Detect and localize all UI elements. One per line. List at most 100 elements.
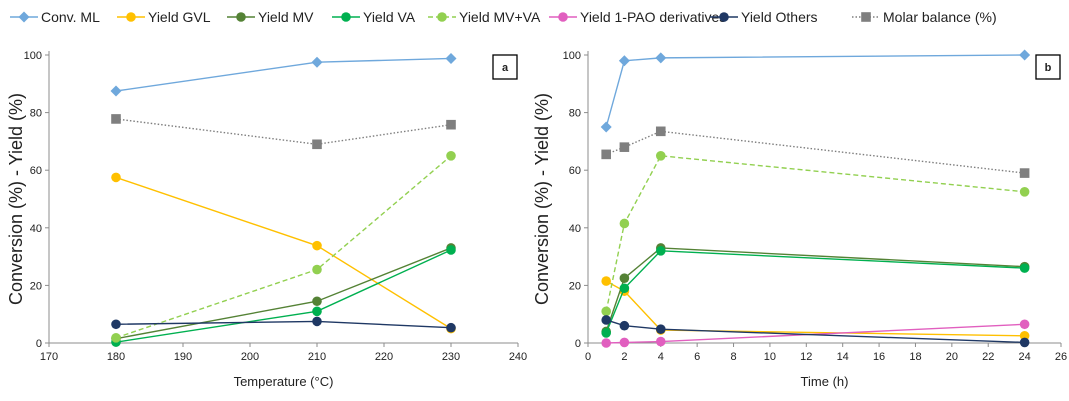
y-tick-label: 0 bbox=[36, 338, 42, 350]
legend-item-conv-ml-marker bbox=[18, 11, 30, 23]
x-tick-label: 240 bbox=[509, 351, 527, 363]
series-yield-others bbox=[601, 315, 1030, 348]
legend-item-yield-va-label: Yield VA bbox=[363, 9, 416, 25]
x-tick-label: 24 bbox=[1018, 351, 1030, 363]
x-tick-label: 14 bbox=[837, 351, 849, 363]
series-molar-balance-point bbox=[619, 142, 630, 152]
series-yield-mv-va-point bbox=[312, 264, 322, 275]
legend-item-yield-others-label: Yield Others bbox=[741, 9, 818, 25]
series-yield-va-point bbox=[601, 328, 611, 338]
series-yield-va-line bbox=[115, 249, 452, 343]
legend-item-yield-mv-va: Yield MV+VA bbox=[428, 9, 541, 25]
legend-item-molar-balance: Molar balance (%) bbox=[852, 9, 997, 25]
series-conv-ml bbox=[600, 49, 1031, 133]
series-yield-mv-va-point bbox=[619, 218, 630, 229]
series-yield-gvl bbox=[601, 276, 1030, 341]
x-tick-label: 190 bbox=[174, 351, 192, 363]
series-yield-mv-point bbox=[619, 273, 630, 284]
series-yield-mv-va-point bbox=[601, 306, 611, 317]
y-tick-label: 100 bbox=[563, 50, 581, 62]
legend-item-yield-gvl: Yield GVL bbox=[117, 9, 211, 25]
series-yield-mv bbox=[111, 243, 456, 344]
legend-item-yield-va: Yield VA bbox=[332, 9, 416, 25]
legend-item-yield-gvl-marker bbox=[126, 12, 136, 22]
panel-label-box bbox=[1035, 54, 1061, 80]
x-tick-label: 210 bbox=[308, 351, 326, 363]
series-yield-1-pao-derivatives-point bbox=[655, 336, 666, 347]
y-tick-label: 40 bbox=[30, 223, 42, 235]
series-yield-mv-va-line bbox=[605, 155, 1025, 312]
x-tick-label: 10 bbox=[764, 351, 776, 363]
legend-item-yield-mv-va-label: Yield MV+VA bbox=[459, 9, 541, 25]
series-yield-1-pao-derivatives bbox=[601, 319, 1030, 348]
x-tick-label: 4 bbox=[658, 351, 664, 363]
series-molar-balance-point bbox=[601, 149, 611, 160]
series-yield-others-point bbox=[619, 320, 630, 331]
series-conv-ml bbox=[110, 52, 457, 97]
series-yield-mv-va-point bbox=[111, 333, 121, 343]
x-tick-label: 12 bbox=[800, 351, 812, 363]
series-yield-others-point bbox=[1019, 337, 1030, 348]
chart-panel-a: 0 20 40 60 80 100 170 180 190 200 210 220 230 240 Temp… bbox=[6, 50, 527, 389]
x-tick-label: 170 bbox=[40, 351, 58, 363]
x-tick-label: 26 bbox=[1055, 351, 1067, 363]
x-tick-label: 20 bbox=[946, 351, 958, 363]
series-yield-others-point bbox=[111, 319, 121, 330]
series-yield-gvl-point bbox=[1019, 331, 1030, 341]
legend-item-yield-mv-label: Yield MV bbox=[258, 9, 314, 25]
legend-item-yield-gvl-label: Yield GVL bbox=[148, 9, 211, 25]
series-yield-gvl bbox=[111, 172, 456, 334]
series-yield-va-point bbox=[446, 245, 456, 255]
series-conv-ml-line bbox=[115, 57, 452, 92]
legend-item-yield-1-pao-derivatives-marker bbox=[558, 12, 568, 22]
series-molar-balance-point bbox=[312, 139, 322, 150]
legend-item-molar-balance-label: Molar balance (%) bbox=[883, 9, 997, 25]
series-molar-balance-point bbox=[111, 114, 121, 124]
panel-label: b bbox=[1045, 62, 1052, 74]
series-yield-va-point bbox=[1019, 263, 1030, 273]
y-tick-label: 60 bbox=[569, 165, 581, 177]
series-molar-balance-line bbox=[115, 118, 452, 145]
x-tick-label: 22 bbox=[982, 351, 994, 363]
series-conv-ml-point bbox=[1019, 49, 1031, 61]
x-axis-label: Temperature (°C) bbox=[234, 374, 334, 389]
x-tick-label: 6 bbox=[694, 351, 700, 363]
series-yield-mv-point bbox=[312, 296, 322, 307]
x-tick-label: 16 bbox=[873, 351, 885, 363]
series-yield-others-point bbox=[655, 324, 666, 334]
panel-label: a bbox=[502, 62, 509, 74]
series-yield-others-line bbox=[115, 320, 452, 329]
panel-label-box bbox=[492, 54, 518, 80]
legend-item-yield-1-pao-derivatives-label: Yield 1-PAO derivatives bbox=[580, 9, 726, 25]
legend-item-conv-ml-label: Conv. ML bbox=[41, 9, 100, 25]
y-tick-label: 60 bbox=[30, 165, 42, 177]
series-yield-mv-va-point bbox=[1019, 187, 1030, 197]
y-tick-label: 20 bbox=[30, 280, 42, 292]
y-tick-label: 20 bbox=[569, 280, 581, 292]
legend-item-yield-mv-va-marker bbox=[437, 12, 447, 22]
x-tick-label: 220 bbox=[375, 351, 393, 363]
y-tick-label: 0 bbox=[575, 338, 581, 350]
series-molar-balance-point bbox=[1019, 168, 1030, 178]
x-tick-label: 18 bbox=[909, 351, 921, 363]
y-tick-label: 100 bbox=[24, 50, 42, 62]
series-yield-others bbox=[111, 316, 456, 333]
x-tick-label: 2 bbox=[621, 351, 627, 363]
series-yield-mv-line bbox=[605, 247, 1025, 332]
series-yield-gvl-line bbox=[115, 176, 452, 330]
series-yield-1-pao-derivatives-point bbox=[1019, 319, 1030, 330]
series-yield-mv-va-point bbox=[446, 151, 456, 161]
series-yield-va-point bbox=[655, 246, 666, 256]
series-yield-1-pao-derivatives-point bbox=[619, 337, 630, 348]
x-tick-label: 230 bbox=[442, 351, 460, 363]
series-yield-mv-va-line bbox=[115, 155, 452, 339]
series-molar-balance-point bbox=[655, 126, 666, 137]
series-yield-others-line bbox=[605, 319, 1025, 344]
series-conv-ml-point bbox=[655, 52, 667, 64]
legend: Conv. ML Yield GVL Yield MV Yield VA Yield M… bbox=[10, 9, 997, 25]
x-tick-label: 180 bbox=[107, 351, 125, 363]
series-conv-ml-point bbox=[618, 55, 630, 67]
series-yield-va-point bbox=[619, 283, 630, 294]
